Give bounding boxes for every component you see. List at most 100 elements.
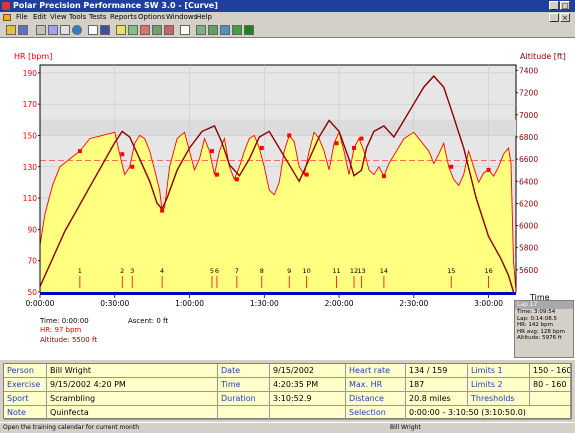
curve-chart[interactable]: HR [bpm] Altitude [ft] Time 1 2 3 4 5 6 7 8 9 10 1…: [0, 38, 575, 360]
lap-number-label: 13: [357, 267, 365, 275]
left-axis-label: HR [bpm]: [14, 52, 52, 61]
lap-point-marker: [130, 164, 135, 169]
lap-point-marker: [359, 136, 364, 141]
lap-number-label: 9: [287, 267, 291, 275]
menu-reports[interactable]: Reports: [110, 13, 137, 21]
info-label-3-l2: [218, 406, 270, 420]
x-tick-label: 2:00:00: [325, 299, 354, 308]
right-tick-label: 6800: [519, 133, 538, 142]
summary-report-icon[interactable]: [244, 25, 254, 35]
left-tick-label: 150: [23, 131, 38, 140]
edit-icon[interactable]: [36, 25, 46, 35]
info-label-3-l1: Note: [4, 406, 47, 420]
document-icon: [3, 14, 11, 21]
lap-point-marker: [259, 145, 264, 150]
lap-point-marker: [304, 172, 309, 177]
menu-options[interactable]: Options: [138, 13, 166, 21]
altitude-line: [39, 75, 515, 293]
lap-number-label: 10: [303, 267, 311, 275]
totals-report-icon[interactable]: [232, 25, 242, 35]
x-tick-label: 1:30:00: [250, 299, 279, 308]
left-tick-label: 110: [23, 194, 38, 203]
menu-file[interactable]: File: [16, 13, 28, 21]
x-tick-label: 1:00:00: [175, 299, 204, 308]
lap-point-marker: [287, 133, 292, 138]
info-label-0-l1: Person: [4, 364, 47, 378]
lap-altitude: Altitude: 5976 ft: [517, 335, 562, 341]
info-label-2-l2: Duration: [218, 392, 270, 406]
lap-title: Lap 17: [515, 301, 573, 309]
info-value-1-v1: 9/15/2002 4:20 PM: [47, 378, 218, 392]
lap-hr-avg: HR avg: 128 bpm: [517, 328, 566, 335]
info-label-2-l1: Sport: [4, 392, 47, 406]
right-tick-label: 6200: [519, 199, 538, 208]
yearly-report-icon[interactable]: [220, 25, 230, 35]
app-icon: [2, 2, 10, 10]
toolbar: [0, 23, 575, 38]
info-label-1-l2: Time: [218, 378, 270, 392]
lap-number-label: 14: [380, 267, 388, 275]
lap-hr: HR: 142 bpm: [517, 322, 553, 328]
report-icon[interactable]: [164, 25, 174, 35]
open-folder-icon[interactable]: [6, 25, 16, 35]
left-tick-label: 50: [27, 288, 37, 297]
lap-number-label: 2: [120, 267, 124, 275]
globe-icon[interactable]: [72, 25, 82, 35]
compare-icon[interactable]: [60, 25, 70, 35]
hr-fill-area: [40, 132, 516, 292]
title-bar: Polar Precision Performance SW 3.0 - [Cu…: [0, 0, 575, 12]
lap-number-label: 6: [215, 267, 219, 275]
menu-edit[interactable]: Edit: [33, 13, 47, 21]
calendar-icon[interactable]: [48, 25, 58, 35]
doc-minimize-button[interactable]: _: [549, 13, 559, 22]
menu-tests[interactable]: Tests: [89, 13, 107, 21]
lap-point-marker: [160, 208, 165, 213]
cursor-ascent: Ascent: 0 ft: [128, 317, 169, 325]
menu-help[interactable]: Help: [196, 13, 212, 21]
save-icon[interactable]: [18, 25, 28, 35]
menu-tools[interactable]: Tools: [69, 13, 87, 21]
person-icon[interactable]: [100, 25, 110, 35]
bar-chart-icon[interactable]: [152, 25, 162, 35]
menu-bar: File Edit View Tools Tests Reports Optio…: [0, 12, 575, 23]
trend-icon[interactable]: [180, 25, 190, 35]
lap-number-label: 7: [235, 267, 239, 275]
hr-altitude-chart[interactable]: HR [bpm] Altitude [ft] Time 1 2 3 4 5 6 7 8 9 10 1…: [0, 38, 575, 360]
status-user: Bill Wright: [390, 424, 421, 431]
lap-number-label: 12: [350, 267, 358, 275]
weekly-report-icon[interactable]: [196, 25, 206, 35]
left-tick-label: 70: [27, 257, 37, 266]
lap-number-label: 16: [484, 267, 492, 275]
status-message: Open the training calendar for current m…: [3, 424, 140, 431]
mountain-icon[interactable]: [128, 25, 138, 35]
info-value-0-v1: Bill Wright: [47, 364, 218, 378]
lap-point-marker: [214, 172, 219, 177]
right-tick-label: 7200: [519, 89, 538, 98]
info-label-0-l2: Date: [218, 364, 270, 378]
lap-point-marker: [486, 167, 491, 172]
right-tick-label: 6000: [519, 222, 538, 231]
exercise-info-table: Person Bill Wright Date 9/15/2002 Heart rate…: [3, 363, 572, 420]
lap-time: Time: 3:09:54: [517, 309, 556, 315]
lap-point-marker: [352, 145, 357, 150]
lap-number-label: 5: [210, 267, 214, 275]
doc-close-button[interactable]: ×: [560, 13, 570, 22]
monthly-report-icon[interactable]: [208, 25, 218, 35]
x-tick-label: 2:30:00: [399, 299, 428, 308]
cursor-time: Time: 0:00:00: [40, 317, 89, 325]
lap-number-label: 11: [332, 267, 340, 275]
hr-icon[interactable]: [140, 25, 150, 35]
menu-view[interactable]: View: [50, 13, 67, 21]
lap-point-marker: [334, 141, 339, 146]
info-value-1-v4: 80 - 160: [530, 378, 571, 392]
maximize-button[interactable]: □: [560, 1, 570, 10]
x-tick-label: 0:30:00: [100, 299, 129, 308]
list-icon[interactable]: [88, 25, 98, 35]
minimize-button[interactable]: _: [549, 1, 559, 10]
menu-windows[interactable]: Windows: [166, 13, 198, 21]
curve-icon[interactable]: [116, 25, 126, 35]
info-value-3-v3: 0:00:00 - 3:10:50 (3:10:50.0): [406, 406, 571, 420]
left-tick-label: 170: [23, 100, 38, 109]
right-tick-label: 5600: [519, 266, 538, 275]
right-tick-label: 7400: [519, 67, 538, 76]
